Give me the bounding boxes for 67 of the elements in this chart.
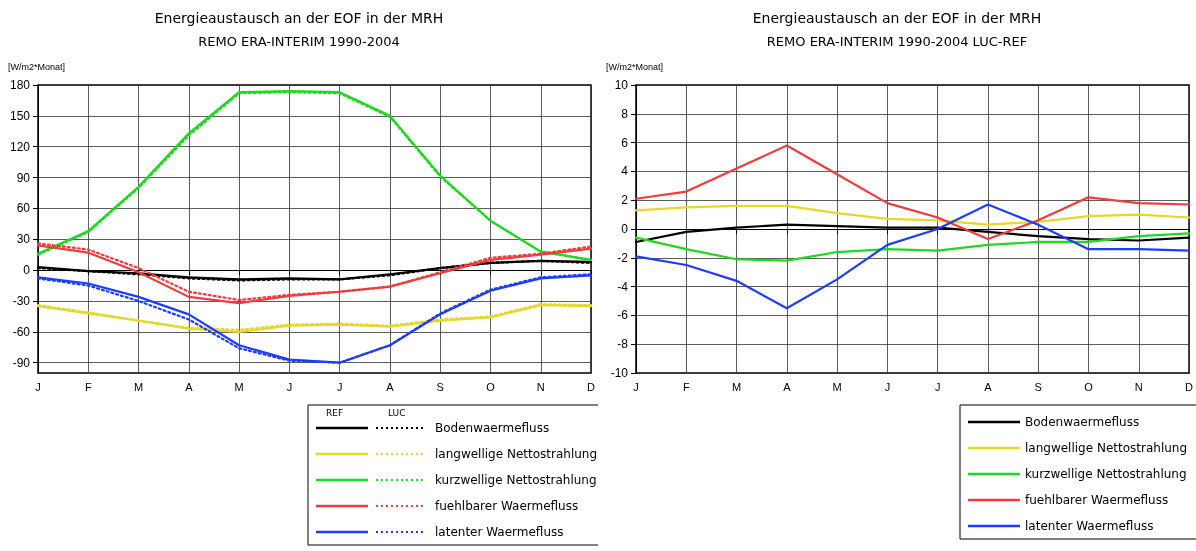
x-tick-label: J [934, 380, 941, 393]
line-series [634, 204, 1191, 226]
x-tick-label: A [984, 380, 993, 393]
legend-label: langwellige Nettostrahlung [1025, 441, 1188, 455]
y-tick-label: -10 [610, 366, 629, 380]
y-axis-title: [W/m2*Monat] [606, 61, 664, 72]
y-tick-label: -6 [617, 308, 629, 323]
x-tick-label: O [486, 380, 496, 393]
y-tick-label: 10 [614, 78, 629, 92]
x-tick-label: S [436, 380, 444, 393]
y-tick-label: 30 [16, 232, 31, 247]
x-tick-label: J [633, 380, 639, 393]
legend-label: langwellige Nettostrahlung [435, 447, 598, 461]
x-tick-label: F [682, 380, 690, 393]
x-tick-label: A [185, 380, 194, 393]
line-series [634, 203, 1191, 310]
y-tick-label: -90 [12, 355, 31, 370]
x-tick-label: J [286, 380, 293, 393]
y-tick-label: 2 [621, 193, 629, 208]
y-tick-label: -8 [617, 337, 629, 352]
y-tick-label: 120 [9, 139, 31, 154]
y-tick-label: 180 [9, 78, 31, 92]
x-tick-label: M [234, 380, 244, 393]
x-tick-label: N [536, 380, 545, 393]
chart-subtitle: REMO ERA-INTERIM 1990-2004 LUC-REF [766, 34, 1028, 49]
chart-subtitle: REMO ERA-INTERIM 1990-2004 [198, 34, 400, 49]
x-tick-label: D [587, 380, 596, 393]
x-tick-label: J [336, 380, 343, 393]
y-axis-title: [W/m2*Monat] [8, 61, 66, 72]
x-tick-label: D [1185, 380, 1194, 393]
y-tick-label: -2 [617, 250, 629, 265]
x-tick-label: J [884, 380, 891, 393]
x-tick-label: F [84, 380, 92, 393]
line-series [634, 144, 1191, 241]
y-tick-label: 4 [621, 164, 629, 179]
y-tick-label: 60 [16, 201, 31, 216]
x-tick-label: M [731, 380, 742, 393]
line-series [634, 232, 1191, 262]
x-tick-label: O [1084, 380, 1094, 393]
legend-label: latenter Waermefluss [1025, 519, 1154, 533]
x-tick-label: M [133, 380, 144, 393]
y-tick-label: -60 [12, 324, 31, 339]
x-tick-label: A [783, 380, 792, 393]
y-tick-label: 0 [23, 263, 31, 278]
x-tick-label: S [1034, 380, 1042, 393]
chart-title: Energieaustausch an der EOF in der MRH [154, 10, 444, 26]
legend-label: Bodenwaermefluss [1025, 415, 1140, 429]
legend-label: kurzwellige Nettostrahlung [435, 473, 597, 487]
y-tick-label: 6 [621, 135, 629, 150]
legend-label: fuehlbarer Waermefluss [435, 499, 579, 513]
y-tick-label: 150 [9, 108, 31, 123]
legend-label: Bodenwaermefluss [435, 421, 550, 435]
x-tick-label: N [1134, 380, 1143, 393]
legend-label: latenter Waermefluss [435, 525, 564, 539]
x-tick-label: A [386, 380, 395, 393]
y-tick-label: 8 [621, 106, 629, 121]
x-tick-label: M [832, 380, 842, 393]
y-tick-label: -30 [12, 294, 31, 308]
legend-label: fuehlbarer Waermefluss [1025, 493, 1169, 507]
y-tick-label: -4 [617, 279, 629, 294]
x-tick-label: J [35, 380, 41, 393]
text: LUC [388, 407, 406, 418]
legend-label: kurzwellige Nettostrahlung [1025, 467, 1187, 481]
text: REF [326, 407, 344, 418]
y-tick-label: 90 [16, 170, 31, 185]
chart-title: Energieaustausch an der EOF in der MRH [752, 10, 1042, 26]
y-tick-label: 0 [621, 222, 629, 236]
